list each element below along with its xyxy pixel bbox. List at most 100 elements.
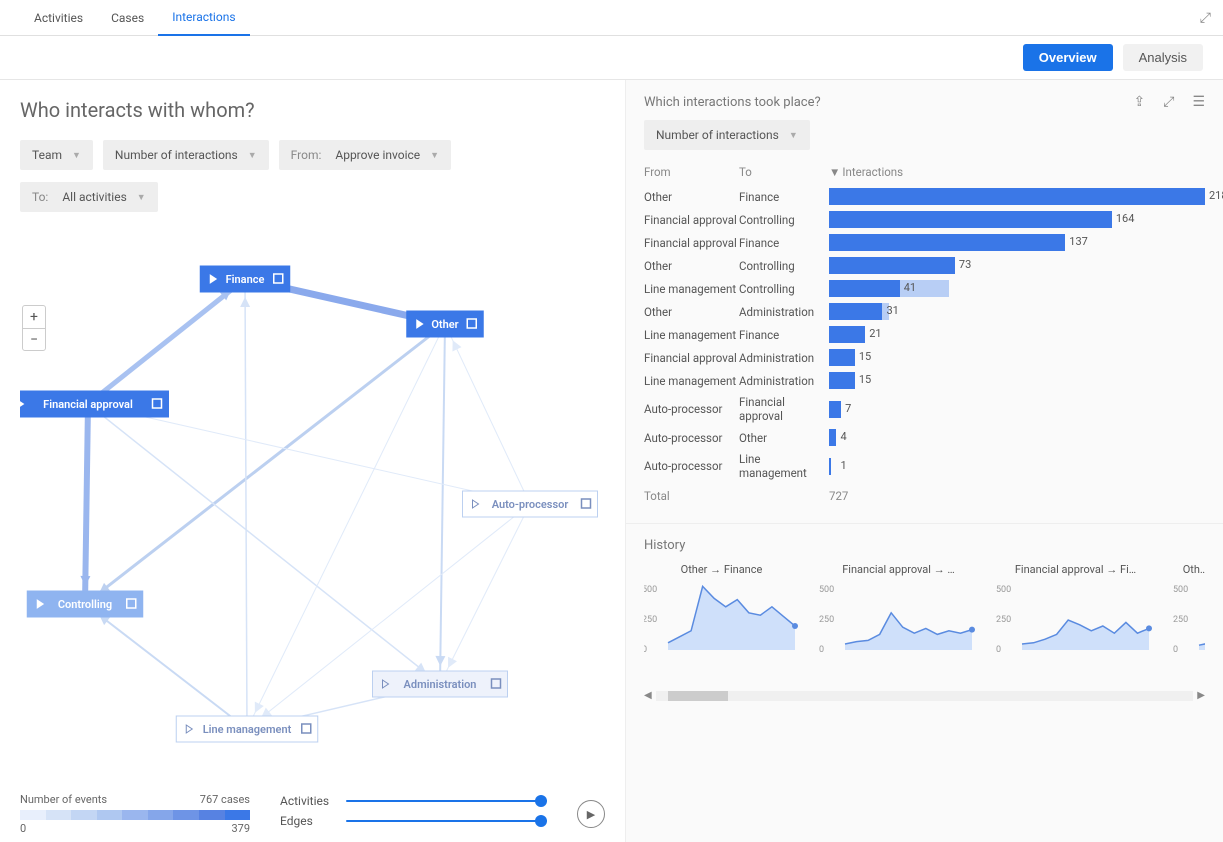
from-dropdown[interactable]: From: Approve invoice ▼ <box>279 140 451 170</box>
graph-edge <box>440 324 445 684</box>
dropdown-value: Number of interactions <box>115 148 238 162</box>
table-row[interactable]: Financial approvalFinance137 <box>644 231 1205 254</box>
table-row[interactable]: Line managementFinance21 <box>644 323 1205 346</box>
cell-to: Finance <box>739 328 829 342</box>
table-row[interactable]: Line managementAdministration15 <box>644 369 1205 392</box>
cell-bar: 73 <box>829 257 1205 274</box>
right-metric-dropdown[interactable]: Number of interactions ▼ <box>644 120 810 150</box>
cell-bar: 7 <box>829 401 1205 418</box>
cell-from: Line management <box>644 282 739 296</box>
history-scrollbar[interactable]: ◀ ▶ <box>644 690 1205 701</box>
table-row[interactable]: Auto-processorFinancial approval7 <box>644 392 1205 426</box>
graph-edge <box>85 404 88 604</box>
graph-node[interactable]: Finance <box>200 266 290 292</box>
svg-text:Finance: Finance <box>226 273 265 286</box>
panel-title: Which interactions took place? <box>644 95 821 110</box>
spark-title: Financial approval → … <box>821 563 976 576</box>
panel-title: Who interacts with whom? <box>20 98 605 122</box>
table-row[interactable]: OtherControlling73 <box>644 254 1205 277</box>
cell-bar: 1 <box>829 458 1205 475</box>
table-row[interactable]: Financial approvalAdministration15 <box>644 346 1205 369</box>
cell-bar: 218 <box>829 188 1205 205</box>
table-row[interactable]: OtherAdministration31 <box>644 300 1205 323</box>
cell-to: Administration <box>739 305 829 319</box>
table-row[interactable]: Financial approvalControlling164 <box>644 208 1205 231</box>
graph-edge <box>445 324 530 504</box>
slider-label: Activities <box>280 794 332 808</box>
chevron-down-icon: ▼ <box>789 130 798 141</box>
cell-bar: 31 <box>829 303 1205 320</box>
metric-dropdown[interactable]: Number of interactions ▼ <box>103 140 269 170</box>
legend-cases: 767 cases <box>200 793 250 806</box>
filter-row: Team ▼ Number of interactions ▼ From: Ap… <box>20 140 605 170</box>
to-dropdown[interactable]: To: All activities ▼ <box>20 182 158 212</box>
graph-edge <box>88 279 245 404</box>
svg-text:Line management: Line management <box>203 723 292 736</box>
graph-node[interactable]: Other <box>407 311 484 337</box>
cell-bar: 41 <box>829 280 1205 297</box>
play-button[interactable]: ▶ <box>577 800 605 828</box>
cell-to: Controlling <box>739 213 829 227</box>
fullscreen-icon[interactable]: ⤢ <box>1200 10 1211 26</box>
sparkline-chart[interactable]: Other → Finance0250500JanJul2019 <box>644 563 799 662</box>
cell-to: Financial approval <box>739 395 829 423</box>
col-interactions[interactable]: ▼ Interactions <box>829 165 1205 179</box>
zoom-out-button[interactable]: − <box>23 328 45 350</box>
cell-bar: 15 <box>829 349 1205 366</box>
tab-cases[interactable]: Cases <box>97 1 158 35</box>
cell-to: Other <box>739 431 829 445</box>
cell-from: Other <box>644 190 739 204</box>
sparkline-chart[interactable]: Oth…0250500JanJul2019 <box>1175 563 1205 662</box>
cell-to: Controlling <box>739 259 829 273</box>
table-row[interactable]: OtherFinance218 <box>644 185 1205 208</box>
expand-icon[interactable]: ⤢ <box>1163 94 1174 110</box>
sparkline-chart[interactable]: Financial approval → Fi…0250500JanJul201… <box>998 563 1153 662</box>
view-bar: Overview Analysis <box>0 36 1223 80</box>
network-diagram[interactable]: Finance Other Financial approval Auto-proce… <box>20 224 605 783</box>
cell-from: Auto-processor <box>644 402 739 416</box>
activities-slider[interactable] <box>346 800 547 802</box>
tab-interactions[interactable]: Interactions <box>158 0 249 36</box>
graph-node[interactable]: Administration <box>373 671 508 697</box>
graph-node[interactable]: Controlling <box>27 591 143 617</box>
sparkline-chart[interactable]: Financial approval → …0250500JanJul2019 <box>821 563 976 662</box>
dropdown-value: Approve invoice <box>335 148 420 162</box>
cell-from: Financial approval <box>644 351 739 365</box>
export-icon[interactable]: ⇪ <box>1134 94 1146 110</box>
cell-bar: 137 <box>829 234 1205 251</box>
table-row[interactable]: Auto-processorOther4 <box>644 426 1205 449</box>
zoom-in-button[interactable]: + <box>23 306 45 328</box>
history-title: History <box>644 538 1205 553</box>
tab-activities[interactable]: Activities <box>20 1 97 35</box>
top-tabs: Activities Cases Interactions ⤢ <box>0 0 1223 36</box>
slider-label: Edges <box>280 814 332 828</box>
graph-node[interactable]: Line management <box>176 716 318 742</box>
graph-node[interactable]: Financial approval <box>20 391 169 417</box>
col-from[interactable]: From <box>644 165 739 179</box>
sliders: Activities Edges <box>280 794 547 834</box>
total-value: 727 <box>829 489 1205 503</box>
cell-from: Auto-processor <box>644 431 739 445</box>
scroll-right-icon[interactable]: ▶ <box>1197 690 1205 701</box>
overview-button[interactable]: Overview <box>1023 44 1113 71</box>
cell-to: Finance <box>739 190 829 204</box>
cell-bar: 15 <box>829 372 1205 389</box>
table-row[interactable]: Auto-processorLine management1 <box>644 449 1205 483</box>
spark-title: Other → Finance <box>644 563 799 576</box>
dropdown-prefix: To: <box>32 190 48 204</box>
scroll-left-icon[interactable]: ◀ <box>644 690 652 701</box>
svg-text:Financial approval: Financial approval <box>43 398 133 411</box>
cell-to: Finance <box>739 236 829 250</box>
filter-row-2: To: All activities ▼ <box>20 182 605 212</box>
analysis-button[interactable]: Analysis <box>1123 44 1203 71</box>
edges-slider[interactable] <box>346 820 547 822</box>
cell-from: Auto-processor <box>644 459 739 473</box>
table-row[interactable]: Line managementControlling41 <box>644 277 1205 300</box>
list-icon[interactable]: ☰ <box>1192 94 1205 110</box>
cell-to: Administration <box>739 374 829 388</box>
graph-node[interactable]: Auto-processor <box>463 491 598 517</box>
col-to[interactable]: To <box>739 165 829 179</box>
svg-text:Auto-processor: Auto-processor <box>492 498 569 511</box>
cell-from: Other <box>644 259 739 273</box>
team-dropdown[interactable]: Team ▼ <box>20 140 93 170</box>
